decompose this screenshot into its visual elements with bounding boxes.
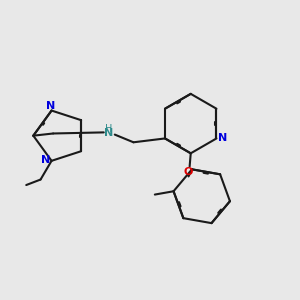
Text: N: N bbox=[218, 133, 227, 143]
Text: N: N bbox=[46, 100, 55, 111]
Text: N: N bbox=[103, 128, 113, 139]
Text: O: O bbox=[184, 167, 193, 177]
Text: N: N bbox=[41, 155, 51, 165]
Text: H: H bbox=[105, 124, 112, 134]
